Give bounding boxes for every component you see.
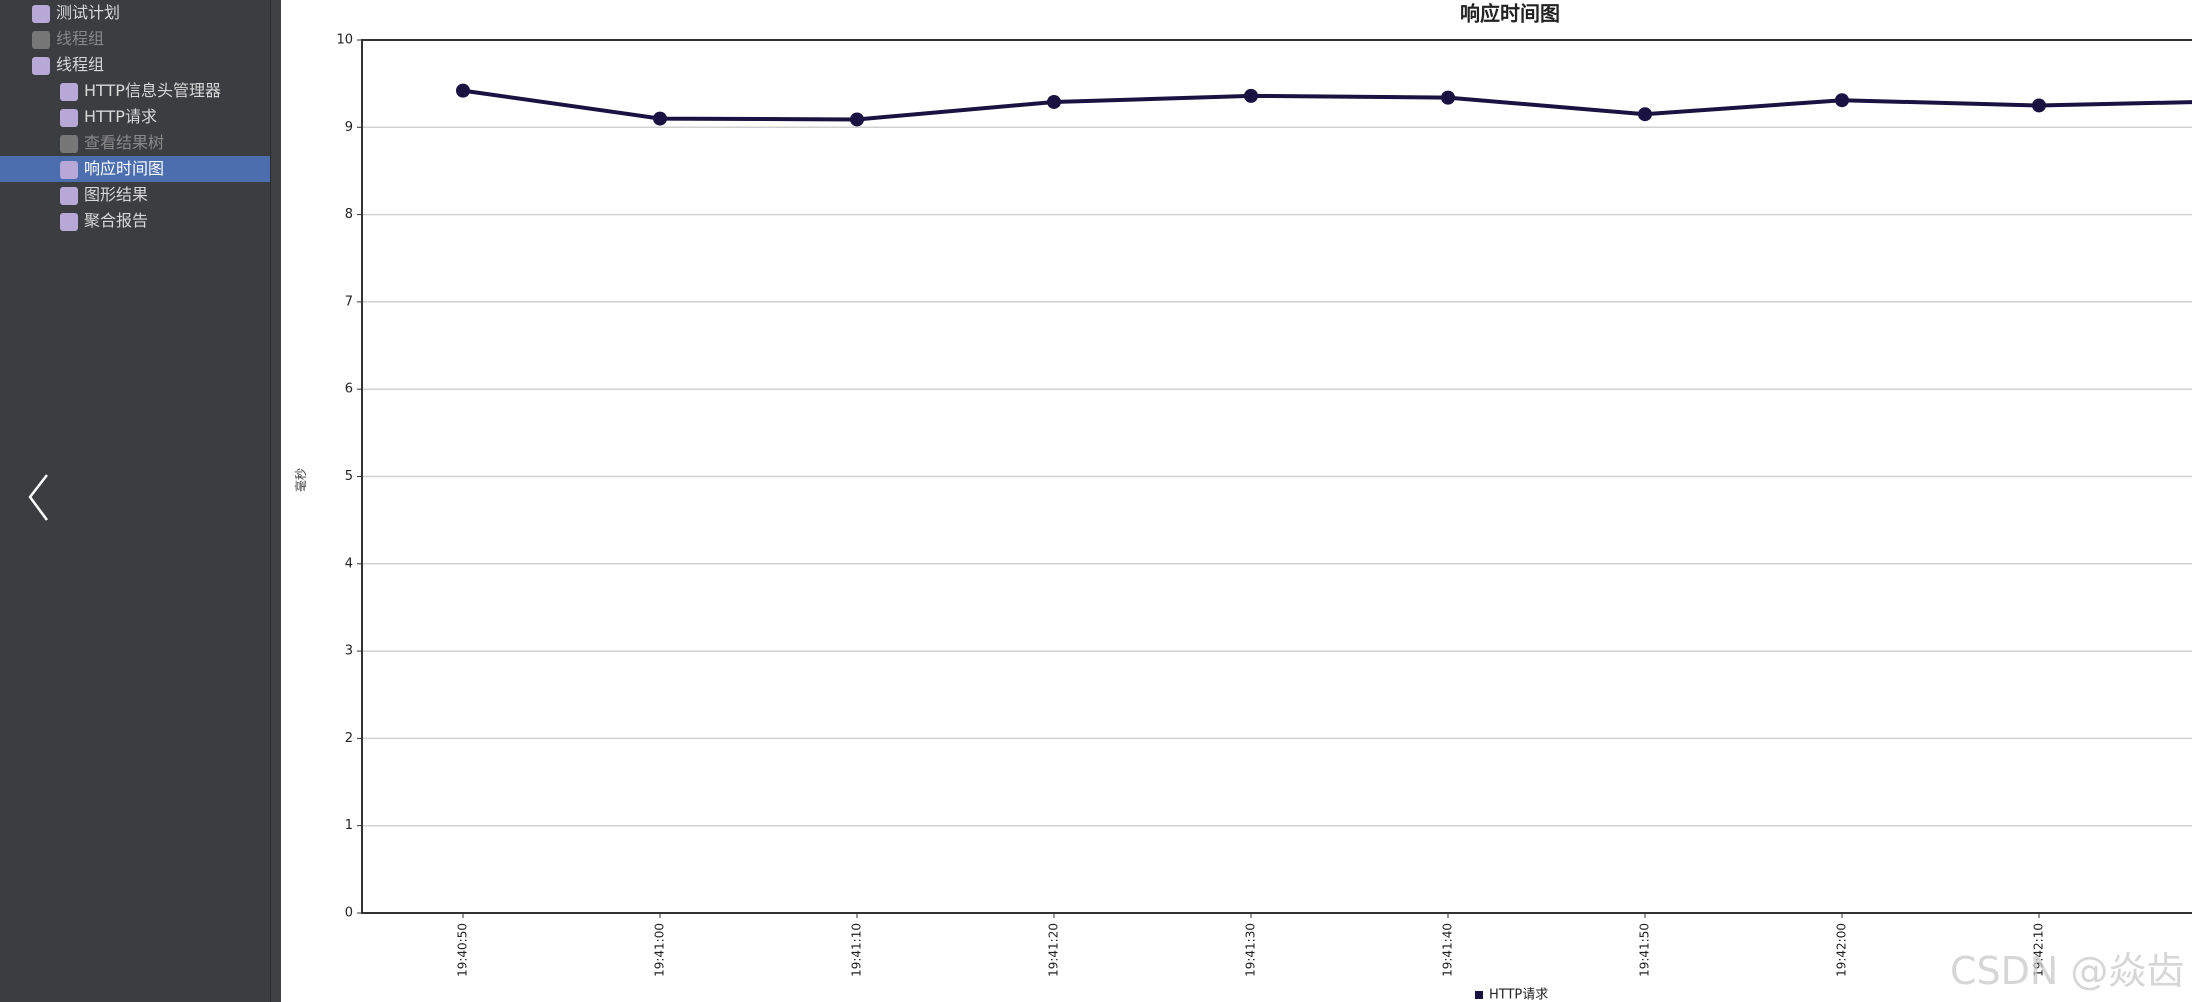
- tree-icon: [60, 108, 78, 127]
- y-tick-label: 9: [345, 120, 353, 135]
- point: [1638, 107, 1652, 122]
- x-tick-label: 19:41:20: [1047, 923, 1061, 977]
- legend-label: HTTP请求: [1489, 988, 1548, 1002]
- tree-item[interactable]: 响应时间图: [0, 156, 270, 182]
- x-tick-label: 19:41:40: [1441, 923, 1455, 977]
- y-tick-label: 8: [345, 207, 353, 222]
- legend-swatch: [1475, 991, 1483, 999]
- chart: 响应时间图 毫秒 0 1 2 3 4 5 6 7 8 9 10 19:40:50 19:41:00 19:…: [281, 0, 2192, 1002]
- tree-item[interactable]: 聚合报告: [0, 208, 270, 234]
- series-line: [462, 88, 2192, 122]
- tree-label: 查看结果树: [84, 133, 165, 152]
- point: [850, 112, 864, 127]
- y-tick-label: 7: [345, 294, 353, 309]
- point: [1835, 93, 1849, 108]
- y-tick-label: 3: [345, 644, 353, 659]
- x-tick-label: 19:41:30: [1244, 923, 1258, 977]
- x-tick-label: 19:41:50: [1638, 923, 1652, 977]
- x-tick-label: 19:42:10: [2032, 923, 2046, 977]
- watermark: CSDN @焱齿: [1950, 949, 2185, 993]
- tree-label: 聚合报告: [84, 211, 149, 230]
- tree-label: 线程组: [56, 29, 105, 48]
- tree-label: 响应时间图: [84, 159, 165, 178]
- plot-frame: [361, 39, 2192, 914]
- tree-item[interactable]: 线程组: [0, 52, 270, 78]
- y-tick-label: 4: [345, 556, 353, 571]
- tree-item[interactable]: 查看结果树: [0, 130, 270, 156]
- point: [2032, 98, 2046, 113]
- point: [1441, 90, 1455, 105]
- x-tick-label: 19:42:00: [1835, 923, 1849, 977]
- tree-label: HTTP请求: [84, 107, 157, 126]
- tree-label: HTTP信息头管理器: [84, 81, 221, 100]
- x-tick-label: 19:41:00: [653, 923, 667, 977]
- point: [456, 83, 470, 98]
- point: [1047, 94, 1061, 109]
- back-arrow[interactable]: [25, 470, 55, 530]
- tree-icon: [32, 56, 50, 75]
- tree-item[interactable]: HTTP请求: [0, 104, 270, 130]
- tree-icon: [32, 30, 50, 49]
- tree-item[interactable]: HTTP信息头管理器: [0, 78, 270, 104]
- tree-label: 测试计划: [56, 3, 121, 22]
- y-tick-label: 1: [345, 818, 353, 833]
- tree-icon: [60, 134, 78, 153]
- tree-item[interactable]: 测试计划: [0, 0, 270, 26]
- y-tick-label: 2: [345, 731, 353, 746]
- y-axis-label: 毫秒: [293, 468, 308, 492]
- y-tick-label: 10: [336, 33, 353, 48]
- tree-icon: [60, 186, 78, 205]
- splitter[interactable]: [270, 0, 282, 1002]
- tree-icon: [60, 212, 78, 231]
- y-tick-label: 6: [345, 382, 353, 397]
- x-tick-label: 19:41:10: [850, 923, 864, 977]
- tree-icon: [60, 82, 78, 101]
- chart-title: 响应时间图: [1460, 2, 1560, 26]
- y-tick-label: 5: [345, 469, 353, 484]
- tree-item[interactable]: 线程组: [0, 26, 270, 52]
- tree-item[interactable]: 图形结果: [0, 182, 270, 208]
- x-tick-label: 19:40:50: [456, 923, 470, 977]
- tree-panel: 测试计划 线程组 线程组 HTTP信息头管理器 HTTP请求 查看结果树 响应时间图 图形结果…: [0, 0, 270, 1002]
- y-tick-label: 0: [345, 906, 353, 921]
- point: [1244, 88, 1258, 103]
- tree-icon: [60, 160, 78, 179]
- tree-label: 图形结果: [84, 185, 149, 204]
- tree-icon: [32, 4, 50, 23]
- tree-label: 线程组: [56, 55, 105, 74]
- point: [653, 111, 667, 126]
